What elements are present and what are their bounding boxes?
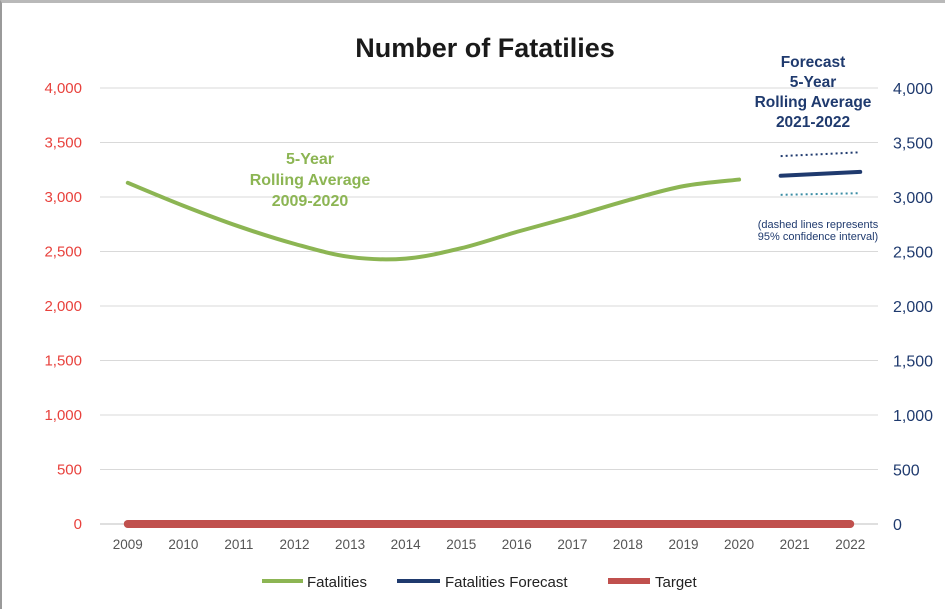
left-y-tick-label: 500 xyxy=(57,462,82,479)
x-axis: 2009 2010 2011 2012 2013 2014 2015 2016 2017 2018… xyxy=(113,537,865,552)
x-tick-label: 2013 xyxy=(335,537,365,552)
gridlines xyxy=(100,87,878,525)
forecast-annotation-line: Rolling Average xyxy=(755,94,872,111)
chart-title: Number of Fatatilies xyxy=(355,33,615,63)
legend: Fatalities Fatalities Forecast Target xyxy=(262,574,698,591)
left-y-axis: 0 500 1,000 1,500 2,000 2,500 3,000 3,500 4,000 xyxy=(44,80,82,533)
left-y-tick-label: 1,500 xyxy=(44,353,82,370)
x-tick-label: 2010 xyxy=(168,537,198,552)
left-y-tick-label: 1,000 xyxy=(44,407,82,424)
forecast-annotation-line: 5-Year xyxy=(790,74,837,91)
x-tick-label: 2022 xyxy=(835,537,865,552)
x-tick-label: 2021 xyxy=(780,537,810,552)
history-annotation-line: 2009-2020 xyxy=(272,193,349,210)
annotations: 5-Year Rolling Average 2009-2020 Forecast 5-… xyxy=(250,54,879,243)
x-tick-label: 2009 xyxy=(113,537,143,552)
x-tick-label: 2020 xyxy=(724,537,754,552)
left-y-tick-label: 2,500 xyxy=(44,244,82,261)
x-tick-label: 2018 xyxy=(613,537,643,552)
left-y-tick-label: 0 xyxy=(74,516,82,533)
history-annotation-line: 5-Year xyxy=(286,151,334,168)
right-y-tick-label: 1,000 xyxy=(893,408,933,425)
series-line-fatalities xyxy=(125,177,742,262)
forecast-lower-ci-line xyxy=(780,192,861,196)
ci-note-line: (dashed lines represents xyxy=(758,219,879,231)
left-y-tick-label: 3,000 xyxy=(44,189,82,206)
forecast-annotation-line: 2021-2022 xyxy=(776,114,850,131)
forecast-upper-ci-line xyxy=(780,151,861,158)
history-annotation-line: Rolling Average xyxy=(250,172,371,189)
series-layer xyxy=(123,151,863,528)
x-tick-label: 2017 xyxy=(557,537,587,552)
x-tick-label: 2019 xyxy=(668,537,698,552)
x-tick-label: 2011 xyxy=(224,537,253,552)
right-y-tick-label: 4,000 xyxy=(893,81,933,98)
forecast-annotation-line: Forecast xyxy=(781,54,846,71)
right-y-tick-label: 500 xyxy=(893,463,920,480)
right-y-tick-label: 2,500 xyxy=(893,245,933,262)
legend-label: Fatalities Forecast xyxy=(445,574,568,591)
legend-label: Fatalities xyxy=(307,574,367,591)
right-y-tick-label: 3,000 xyxy=(893,190,933,207)
right-y-tick-label: 0 xyxy=(893,517,902,534)
x-tick-label: 2016 xyxy=(502,537,532,552)
legend-label: Target xyxy=(655,574,698,591)
x-tick-label: 2012 xyxy=(279,537,309,552)
right-y-axis: 0 500 1,000 1,500 2,000 2,500 3,000 3,500 4,000 xyxy=(893,81,933,534)
right-y-tick-label: 1,500 xyxy=(893,354,933,371)
x-tick-label: 2015 xyxy=(446,537,476,552)
right-y-tick-label: 2,000 xyxy=(893,299,933,316)
series-line-fatalities-forecast xyxy=(778,169,863,178)
right-y-tick-label: 3,500 xyxy=(893,136,933,153)
left-y-tick-label: 4,000 xyxy=(44,80,82,97)
ci-note-line: 95% confidence interval) xyxy=(758,231,878,243)
left-y-tick-label: 2,000 xyxy=(44,298,82,315)
x-tick-label: 2014 xyxy=(391,537,422,552)
left-y-tick-label: 3,500 xyxy=(44,135,82,152)
